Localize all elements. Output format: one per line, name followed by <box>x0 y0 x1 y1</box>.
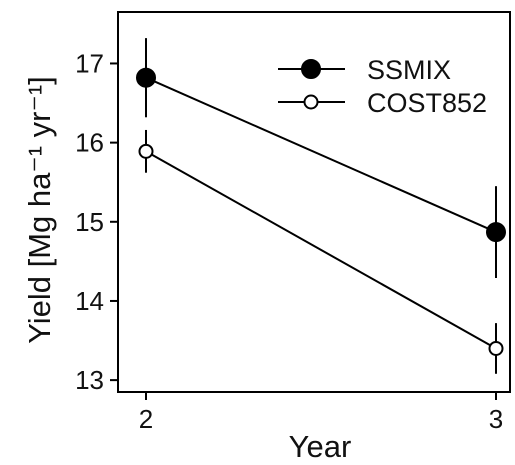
y-tick-label: 17 <box>75 48 104 78</box>
legend-label: SSMIX <box>367 55 451 85</box>
plot-area-frame <box>117 11 511 393</box>
data-point-ssmix <box>136 67 156 88</box>
y-tick-label: 15 <box>75 207 104 237</box>
y-tick-label: 16 <box>75 128 104 158</box>
data-point-ssmix <box>486 222 506 243</box>
legend-item-ssmix: SSMIX <box>278 55 451 85</box>
x-tick-label: 2 <box>139 404 153 434</box>
y-axis-title: Yield [Mg ha⁻¹ yr⁻¹] <box>22 76 57 344</box>
data-point-cost852 <box>138 143 154 159</box>
y-tick-label: 14 <box>75 286 104 316</box>
series-line-cost852 <box>145 150 497 350</box>
data-point-cost852 <box>488 340 504 356</box>
legend-item-cost852: COST852 <box>278 88 487 118</box>
series-layer <box>136 38 506 374</box>
legend-marker <box>301 59 321 79</box>
legend-label: COST852 <box>367 88 487 118</box>
series-line-ssmix <box>145 76 497 233</box>
y-tick-label: 13 <box>75 365 104 395</box>
series-ssmix <box>136 38 506 278</box>
x-tick-label: 3 <box>489 404 503 434</box>
y-axis-ticks: 13 14 15 16 17 <box>75 48 118 395</box>
legend-marker <box>303 94 319 110</box>
x-axis-title: Year <box>289 429 352 464</box>
series-cost852 <box>138 129 504 374</box>
